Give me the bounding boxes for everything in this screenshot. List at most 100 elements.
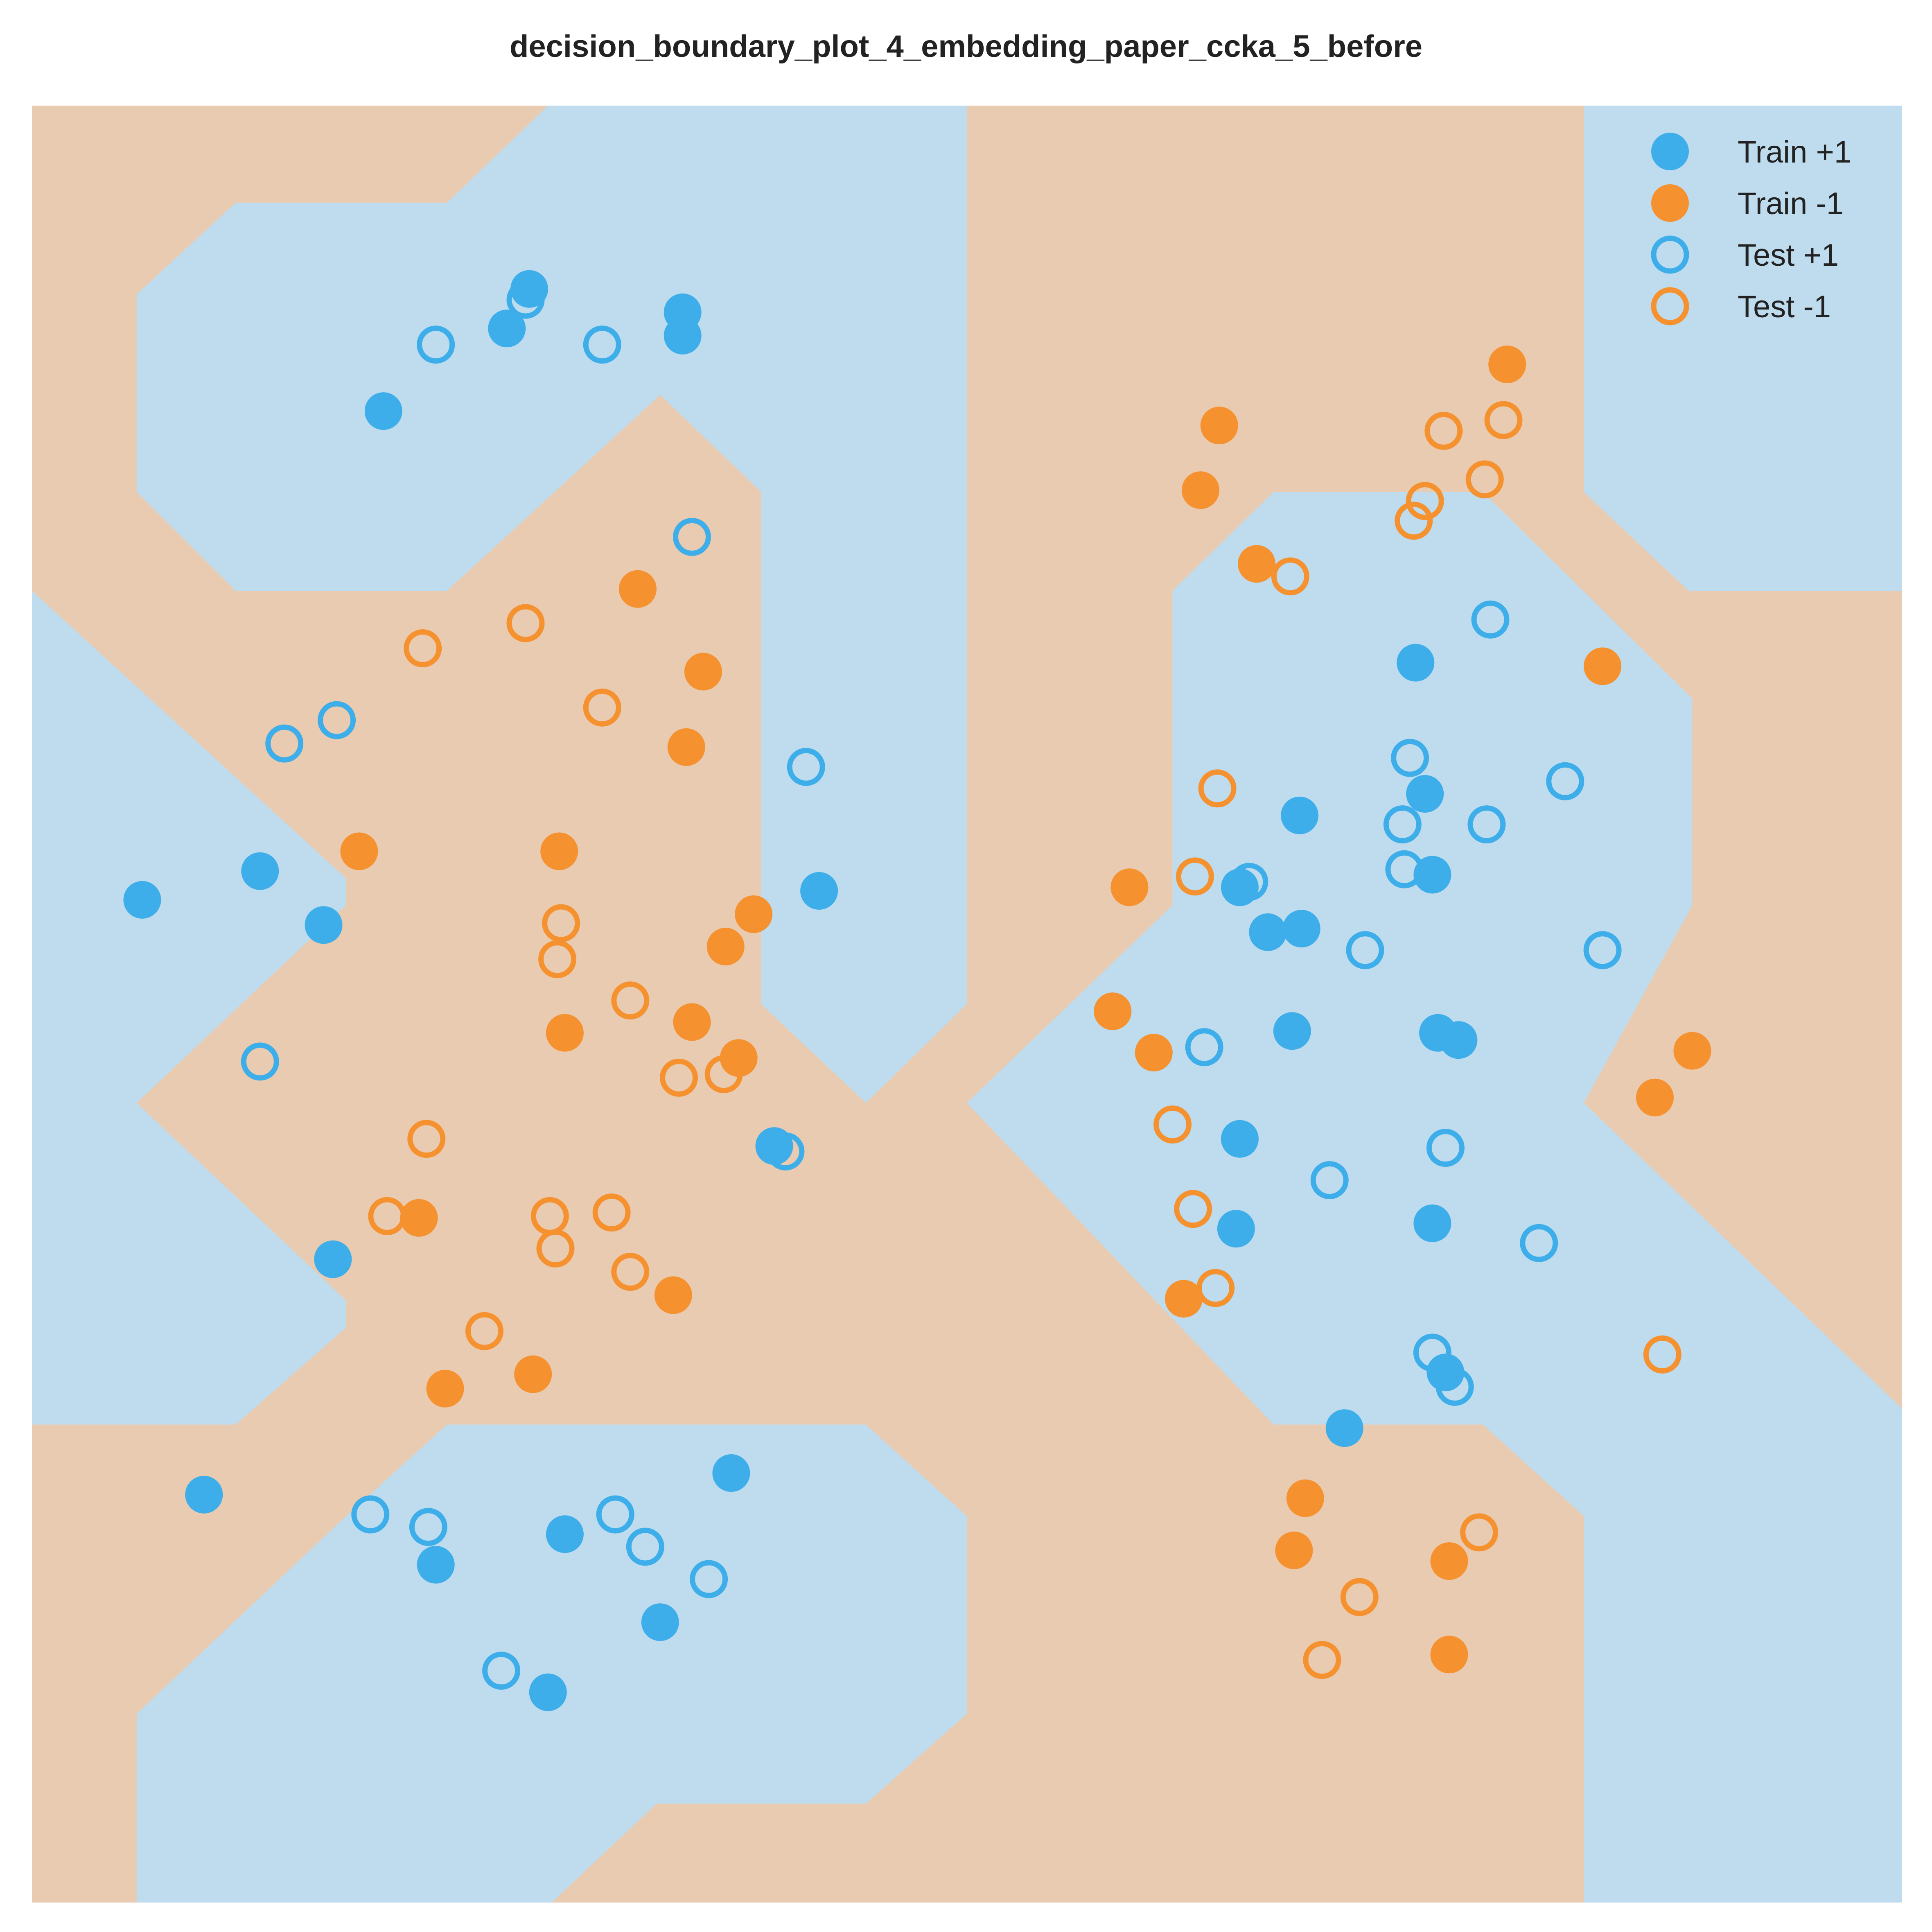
train-neg-point: [667, 728, 705, 766]
test-neg-point: [538, 940, 577, 978]
train-pos-point: [664, 316, 702, 355]
train-pos-point: [305, 906, 343, 944]
train-neg-point: [1275, 1531, 1313, 1569]
test-neg-point: [660, 1058, 698, 1097]
train-neg-point: [426, 1369, 464, 1408]
test-neg-point: [704, 1055, 743, 1094]
test-pos-point: [1391, 739, 1429, 777]
train-pos-point: [529, 1673, 567, 1711]
test-pos-point: [318, 701, 356, 739]
legend-label-1: Train +1: [1738, 135, 1851, 169]
test-pos-point: [506, 280, 545, 319]
test-pos-point: [1467, 805, 1506, 844]
data-points: [123, 270, 1711, 1711]
train-pos-point: [1440, 1021, 1478, 1059]
test-pos-point: [265, 724, 304, 763]
test-pos-point: [409, 1508, 447, 1546]
train-pos-point: [1249, 913, 1287, 951]
train-pos-point: [1273, 1012, 1311, 1050]
train-neg-point: [514, 1355, 552, 1393]
train-neg-point: [1488, 346, 1526, 383]
train-neg-point: [1200, 407, 1238, 445]
test-neg-point: [1340, 1578, 1379, 1616]
region-positive-2: [32, 591, 346, 1425]
test-neg-point: [1196, 1269, 1235, 1307]
test-neg-point: [542, 904, 580, 942]
test-neg-point: [1406, 482, 1444, 520]
test-neg-point: [583, 688, 621, 727]
train-neg-point: [1135, 1034, 1173, 1071]
train-neg-point: [1182, 471, 1219, 509]
test-pos-point: [1583, 931, 1622, 969]
train-neg-point: [654, 1276, 692, 1314]
test-pos-point: [417, 325, 455, 364]
test-pos-point: [673, 517, 711, 556]
test-neg-point: [506, 604, 545, 642]
train-pos-point: [800, 872, 838, 910]
train-neg-point: [1110, 868, 1149, 906]
legend-marker-3: [1651, 235, 1689, 274]
legend-label-2: Train -1: [1738, 186, 1844, 221]
test-neg-point: [1465, 460, 1504, 499]
test-pos-point: [583, 325, 621, 364]
train-pos-point: [1281, 796, 1319, 834]
test-pos-point: [1385, 850, 1424, 888]
test-neg-point: [611, 1253, 650, 1291]
train-pos-point: [417, 1546, 455, 1584]
test-pos-point: [1185, 1028, 1223, 1067]
test-neg-point: [1174, 1190, 1212, 1228]
train-pos-point: [641, 1603, 679, 1641]
train-neg-point: [1673, 1032, 1711, 1070]
test-pos-point: [1230, 863, 1268, 901]
test-pos-point: [1310, 1161, 1349, 1200]
train-neg-point: [546, 1014, 584, 1052]
train-neg-point: [340, 832, 378, 870]
train-pos-point: [1413, 856, 1451, 894]
train-pos-point: [364, 392, 402, 430]
test-neg-point: [1424, 411, 1463, 450]
region-positive-1: [136, 106, 967, 1103]
train-neg-point: [706, 928, 745, 966]
test-pos-point: [1413, 1333, 1451, 1372]
train-pos-point: [1413, 1204, 1451, 1242]
test-pos-point: [1383, 805, 1422, 844]
train-neg-point: [1165, 1280, 1203, 1318]
test-pos-point: [766, 1132, 805, 1170]
test-neg-point: [1395, 502, 1433, 540]
train-neg-point: [1636, 1078, 1674, 1116]
test-pos-point: [1471, 600, 1510, 639]
train-pos-point: [510, 270, 548, 308]
test-neg-point: [1198, 769, 1237, 808]
train-neg-point: [540, 832, 578, 870]
train-neg-point: [684, 653, 722, 691]
legend-label-3: Test +1: [1738, 238, 1839, 273]
train-pos-point: [123, 881, 161, 919]
train-neg-point: [619, 570, 657, 608]
test-pos-point: [626, 1528, 664, 1566]
test-neg-point: [1484, 401, 1523, 439]
test-neg-point: [592, 1193, 631, 1232]
train-pos-point: [241, 852, 279, 890]
region-positive-3: [136, 1424, 967, 1903]
test-pos-point: [1435, 1367, 1474, 1406]
train-neg-point: [1094, 992, 1132, 1030]
train-pos-point: [488, 310, 526, 348]
test-pos-point: [1346, 931, 1384, 969]
test-pos-point: [1426, 1129, 1465, 1167]
test-neg-point: [1153, 1105, 1192, 1144]
test-neg-point: [368, 1197, 406, 1235]
test-pos-point: [1520, 1224, 1558, 1262]
test-neg-point: [1176, 857, 1214, 896]
legend-marker-2: [1651, 184, 1689, 222]
test-neg-point: [465, 1312, 503, 1350]
test-neg-point: [536, 1229, 575, 1268]
test-pos-point: [690, 1560, 728, 1598]
train-neg-point: [1238, 545, 1275, 583]
test-neg-point: [407, 1120, 446, 1158]
region-positive-4: [967, 492, 1902, 1903]
train-pos-point: [1325, 1409, 1363, 1447]
legend: Train +1 Train -1 Test +1 Test -1: [1651, 133, 1851, 325]
test-neg-point: [1303, 1641, 1341, 1679]
test-neg-point: [1643, 1335, 1681, 1374]
